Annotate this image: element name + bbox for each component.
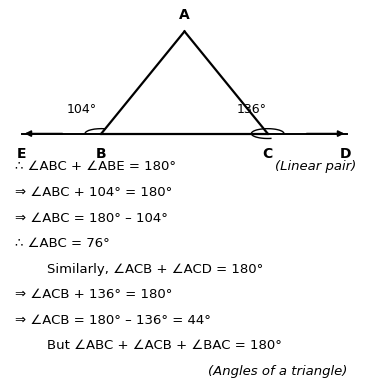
Text: E: E [17, 147, 27, 161]
Text: 104°: 104° [66, 103, 97, 116]
Text: D: D [340, 147, 351, 161]
Text: (Angles of a triangle): (Angles of a triangle) [208, 365, 347, 378]
Text: C: C [263, 147, 273, 161]
Text: A: A [179, 7, 190, 21]
Text: But ∠ABC + ∠ACB + ∠BAC = 180°: But ∠ABC + ∠ACB + ∠BAC = 180° [47, 339, 282, 352]
Text: Similarly, ∠ACB + ∠ACD = 180°: Similarly, ∠ACB + ∠ACD = 180° [47, 263, 263, 276]
Text: 136°: 136° [237, 103, 266, 116]
Text: ⇒ ∠ACB = 180° – 136° = 44°: ⇒ ∠ACB = 180° – 136° = 44° [14, 314, 210, 327]
Text: ∴ ∠ABC = 76°: ∴ ∠ABC = 76° [14, 237, 109, 250]
Text: ⇒ ∠ABC = 180° – 104°: ⇒ ∠ABC = 180° – 104° [14, 212, 168, 224]
Text: ⇒ ∠ABC + 104° = 180°: ⇒ ∠ABC + 104° = 180° [14, 186, 172, 199]
Text: ⇒ ∠ACB + 136° = 180°: ⇒ ∠ACB + 136° = 180° [14, 288, 172, 301]
Text: ∴ ∠ABC + ∠ABE = 180°: ∴ ∠ABC + ∠ABE = 180° [14, 161, 176, 173]
Text: B: B [96, 147, 107, 161]
Text: (Linear pair): (Linear pair) [275, 161, 356, 173]
